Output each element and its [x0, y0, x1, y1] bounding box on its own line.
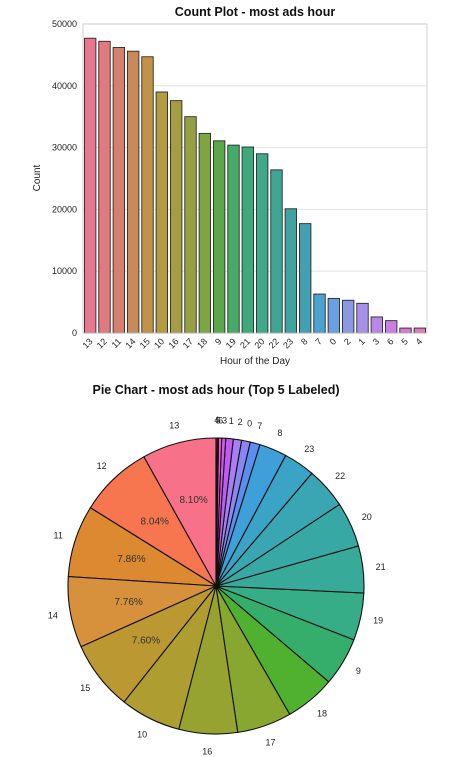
bar-15 [141, 56, 154, 334]
pie-label-9: 9 [356, 666, 361, 676]
bar-9 [212, 140, 226, 334]
bar-x-tick-label: 6 [385, 336, 396, 347]
pie-label-4: 4 [214, 415, 219, 425]
pie-label-0: 0 [247, 419, 252, 429]
bar-4 [413, 327, 427, 334]
bar-plot-frame [82, 23, 428, 334]
bar-x-tick-label: 1 [356, 336, 367, 347]
bar-16 [169, 100, 183, 334]
pie-chart-title: Pie Chart - most ads hour (Top 5 Labeled… [92, 383, 339, 397]
bar-y-tick-label: 10000 [52, 266, 77, 276]
bar-x-tick-label: 10 [152, 336, 166, 350]
pie-label-12: 12 [97, 461, 107, 471]
bar-x-tick-label: 3 [371, 336, 382, 347]
bar-x-tick-label: 18 [195, 336, 209, 350]
pie-percent-15: 7.60% [132, 636, 160, 647]
pie-slices [67, 437, 365, 735]
pie-label-16: 16 [202, 747, 212, 757]
pie-label-11: 11 [53, 530, 62, 540]
count-bar-chart: Count Plot - most ads hour 0100002000030… [32, 5, 428, 367]
pie-label-8: 8 [277, 428, 282, 438]
bar-x-tick-label: 7 [313, 336, 324, 347]
pie-label-18: 18 [317, 708, 327, 718]
bar-x-tick-label: 4 [414, 336, 425, 347]
bar-y-tick-label: 20000 [52, 204, 77, 214]
bar-13 [83, 37, 97, 334]
pie-slice-4 [215, 437, 218, 587]
hour-pie-chart: Pie Chart - most ads hour (Top 5 Labeled… [48, 383, 386, 757]
pie-label-5: 5 [216, 415, 221, 425]
bar-17 [184, 116, 197, 334]
pie-percent-12: 8.04% [141, 517, 169, 528]
bar-chart-title: Count Plot - most ads hour [175, 5, 336, 19]
bar-x-tick-label: 23 [281, 336, 295, 350]
bar-x-tick-label: 9 [213, 336, 224, 347]
bar-x-ticks: 13 12 11 14 15 10 16 17 18 9 19 21 20 22 23 8 7 0 2 1 3 6 5 4 [80, 336, 424, 350]
bar-x-tick-label: 17 [181, 336, 195, 350]
pie-label-17: 17 [265, 738, 275, 748]
pie-label-13: 13 [169, 421, 179, 431]
bar-y-tick-label: 50000 [52, 19, 77, 29]
bar-y-tick-label: 40000 [52, 81, 77, 91]
bar-x-tick-label: 8 [299, 336, 310, 347]
bar-y-ticks: 0 10000 20000 30000 40000 50000 [52, 19, 77, 338]
bar-11 [112, 47, 126, 334]
bar-23 [284, 208, 298, 334]
pie-label-15: 15 [80, 683, 90, 693]
pie-label-3: 3 [222, 415, 227, 425]
bar-series [83, 37, 427, 334]
bar-x-tick-label: 20 [252, 336, 266, 350]
bar-x-axis-label: Hour of the Day [220, 356, 290, 367]
bar-5 [399, 327, 412, 334]
bar-x-tick-label: 22 [267, 336, 281, 350]
pie-label-6: 6 [218, 415, 223, 425]
pie-label-21: 21 [376, 562, 386, 572]
bar-x-tick-label: 13 [80, 336, 94, 350]
bar-12 [98, 40, 111, 334]
pie-label-7: 7 [257, 421, 262, 431]
pie-label-10: 10 [137, 729, 147, 739]
pie-label-2: 2 [238, 417, 243, 427]
bar-y-axis-label: Count [32, 164, 43, 191]
pie-percent-14: 7.76% [114, 597, 142, 608]
bar-x-tick-label: 2 [342, 336, 353, 347]
pie-percent-labels: 8.10% 8.04% 7.86% 7.76% 7.60% [114, 495, 207, 647]
bar-3 [370, 316, 384, 334]
bar-22 [270, 169, 283, 334]
bar-8 [298, 223, 312, 334]
pie-label-14: 14 [48, 611, 58, 621]
bar-0 [327, 297, 341, 334]
bar-1 [356, 302, 369, 334]
bar-10 [155, 91, 169, 334]
bar-x-tick-label: 0 [328, 336, 339, 347]
bar-x-tick-label: 12 [95, 336, 109, 350]
pie-label-1: 1 [229, 416, 234, 426]
bar-6 [384, 320, 398, 334]
bar-21 [241, 146, 255, 334]
bar-x-tick-label: 5 [399, 336, 410, 347]
bar-19 [227, 144, 240, 334]
pie-percent-11: 7.86% [117, 554, 145, 565]
bar-x-tick-label: 16 [166, 336, 180, 350]
bar-7 [313, 293, 326, 334]
pie-label-22: 22 [335, 471, 345, 481]
pie-label-23: 23 [304, 444, 314, 454]
pie-label-20: 20 [362, 512, 372, 522]
bar-20 [255, 153, 269, 334]
bar-y-tick-label: 30000 [52, 143, 77, 153]
bar-x-tick-label: 11 [110, 336, 124, 350]
bar-14 [126, 50, 140, 334]
bar-2 [341, 299, 355, 334]
bar-y-tick-label: 0 [72, 328, 77, 338]
bar-x-tick-label: 15 [138, 336, 152, 350]
pie-label-19: 19 [373, 615, 383, 625]
pie-percent-13: 8.10% [179, 495, 207, 506]
bar-x-tick-label: 14 [123, 336, 137, 350]
bar-x-tick-label: 19 [224, 336, 238, 350]
bar-18 [198, 132, 212, 334]
bar-x-tick-label: 21 [238, 336, 252, 350]
